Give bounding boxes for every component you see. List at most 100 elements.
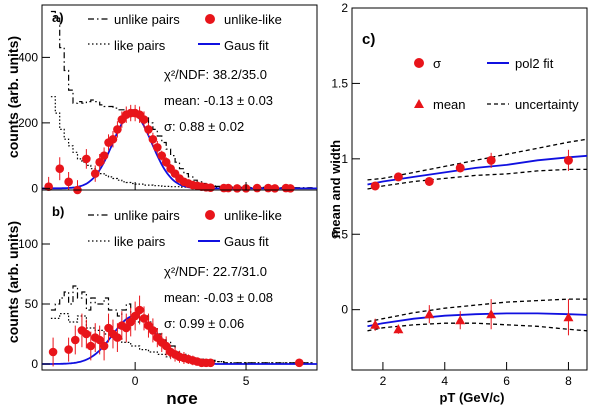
panel-a: a) 0 200 400 unlike pairs unlike-like like… bbox=[18, 4, 318, 195]
panel-b-data-point bbox=[86, 341, 96, 351]
panel-a-data-point bbox=[286, 184, 295, 193]
panel-b-data-point bbox=[135, 305, 144, 315]
panel-c-frame bbox=[351, 7, 588, 371]
panel-a-data-point bbox=[206, 183, 215, 193]
panel-c-xtick-label: 4 bbox=[441, 374, 448, 388]
mean-data-point bbox=[486, 309, 497, 319]
panel-b-ylabel: counts (arb. units) bbox=[5, 221, 21, 343]
panel-a-chi2: χ²/NDF: 38.2/35.0 bbox=[164, 67, 267, 82]
panel-b-data-point bbox=[70, 335, 80, 345]
pol2-fit-curve bbox=[367, 154, 588, 186]
legend-mean-marker bbox=[414, 99, 424, 108]
panel-a-mean: mean: -0.13 ± 0.03 bbox=[164, 93, 273, 108]
panel-b-chi2: χ²/NDF: 22.7/31.0 bbox=[164, 264, 267, 279]
panel-b-frame bbox=[41, 189, 318, 371]
sigma-data-point bbox=[370, 181, 380, 191]
panel-b-data-point bbox=[148, 326, 158, 335]
panel-a-data-point bbox=[270, 184, 280, 193]
sigma-data-point bbox=[455, 163, 465, 173]
panel-a-data-point bbox=[90, 169, 100, 178]
panel-a-data-point bbox=[55, 164, 65, 174]
panel-b-data-point bbox=[121, 323, 131, 333]
panel-a-like-pairs-hist bbox=[50, 96, 313, 189]
panel-a-legend: unlike pairs unlike-like like pairs Gaus… bbox=[88, 12, 282, 53]
sigma-data-point bbox=[563, 155, 573, 165]
mean-data-point bbox=[563, 312, 574, 322]
panel-b-legend: unlike pairs unlike-like like pairs Gaus… bbox=[88, 208, 282, 249]
panel-a-data-point bbox=[108, 134, 118, 144]
panel-b-xtick-label: 5 bbox=[243, 374, 250, 388]
panel-b-data-point bbox=[294, 358, 304, 368]
panel-c-xlabel: pT (GeV/c) bbox=[439, 390, 504, 405]
panel-b-sigma: σ: 0.99 ± 0.06 bbox=[164, 316, 244, 331]
panel-a-data-point bbox=[252, 183, 262, 193]
panel-b-label: b) bbox=[52, 204, 64, 219]
legend-unlike-like-marker bbox=[205, 210, 215, 220]
panel-b-data-point bbox=[82, 329, 91, 339]
panel-b-data-point bbox=[95, 335, 104, 345]
legend-sigma: σ bbox=[433, 56, 441, 71]
panel-a-axes: 0 200 400 bbox=[18, 50, 247, 195]
panel-c-xtick-label: 2 bbox=[380, 374, 387, 388]
panel-c-ytick-label: 1.5 bbox=[331, 76, 348, 90]
panel-c-ytick-label: 0.5 bbox=[331, 227, 348, 241]
panel-c-xtick-label: 6 bbox=[503, 374, 510, 388]
panel-a-data-point bbox=[139, 115, 149, 124]
panel-c: c) 0 0.5 1 1.5 2 2 4 6 8 σ pol2 fit mean uncerta… bbox=[328, 1, 588, 405]
panel-b-data-point bbox=[130, 311, 140, 321]
panel-b-ytick-label: 100 bbox=[18, 237, 38, 251]
panel-b-ytick-label: 0 bbox=[31, 357, 38, 371]
panel-b-xtick-label: 0 bbox=[132, 374, 139, 388]
panel-b: b) 0 50 100 0 5 unlike pairs unlike-like lik… bbox=[18, 189, 318, 388]
panel-c-ytick-label: 2 bbox=[341, 1, 348, 15]
legend-unlike-like: unlike-like bbox=[224, 12, 282, 27]
mean-data-point bbox=[424, 309, 435, 319]
legend-mean: mean bbox=[433, 97, 466, 112]
legend-gaus-fit: Gaus fit bbox=[224, 234, 269, 249]
panel-b-data-point bbox=[113, 333, 122, 342]
panel-b-data-point bbox=[161, 341, 171, 351]
legend-unlike-like: unlike-like bbox=[224, 208, 282, 223]
legend-pol2-fit: pol2 fit bbox=[515, 56, 554, 71]
legend-sigma-marker bbox=[414, 58, 424, 68]
uncertainty-band-line bbox=[367, 322, 588, 332]
panel-b-data-point bbox=[104, 323, 113, 333]
panel-a-data-point bbox=[148, 134, 158, 144]
sigma-data-point bbox=[424, 176, 434, 186]
panel-c-ytick-label: 0 bbox=[341, 303, 348, 317]
panel-b-data bbox=[42, 285, 317, 368]
panel-a-label: a) bbox=[52, 10, 64, 25]
panel-c-ytick-label: 1 bbox=[341, 152, 348, 166]
panel-b-xlabel: nσe bbox=[166, 389, 197, 408]
panel-c-data bbox=[367, 138, 588, 336]
sigma-data-point bbox=[393, 172, 403, 182]
pol2-fit-curve bbox=[367, 312, 588, 328]
panel-b-data-point bbox=[126, 317, 136, 327]
legend-like-pairs: like pairs bbox=[114, 38, 166, 53]
panel-a-data-point bbox=[82, 154, 91, 164]
uncertainty-band-line bbox=[367, 168, 587, 190]
panel-a-data-point bbox=[161, 157, 171, 167]
legend-like-pairs: like pairs bbox=[114, 234, 166, 249]
panel-a-ytick-label: 0 bbox=[31, 181, 38, 195]
panel-b-data-point bbox=[99, 341, 109, 351]
panel-a-data-point bbox=[153, 143, 162, 152]
panel-b-ytick-label: 50 bbox=[25, 297, 39, 311]
uncertainty-band-line bbox=[367, 298, 587, 323]
panel-a-sigma: σ: 0.88 ± 0.02 bbox=[164, 119, 244, 134]
panel-a-data-point bbox=[144, 125, 153, 134]
mean-data-point bbox=[370, 319, 381, 329]
panel-a-ytick-label: 400 bbox=[18, 50, 38, 64]
panel-b-data-point bbox=[64, 345, 73, 354]
panel-b-data-point bbox=[139, 314, 149, 323]
legend-unlike-pairs: unlike pairs bbox=[114, 12, 180, 27]
mean-data-point bbox=[393, 324, 404, 334]
sigma-data-point bbox=[486, 155, 496, 165]
panel-c-xtick-label: 8 bbox=[565, 374, 572, 388]
legend-unlike-like-marker bbox=[205, 14, 215, 24]
legend-uncertainty: uncertainty bbox=[515, 97, 579, 112]
panel-c-ylabel: mean and width bbox=[328, 140, 343, 238]
legend-unlike-pairs: unlike pairs bbox=[114, 208, 180, 223]
panel-b-mean: mean: -0.03 ± 0.08 bbox=[164, 290, 273, 305]
